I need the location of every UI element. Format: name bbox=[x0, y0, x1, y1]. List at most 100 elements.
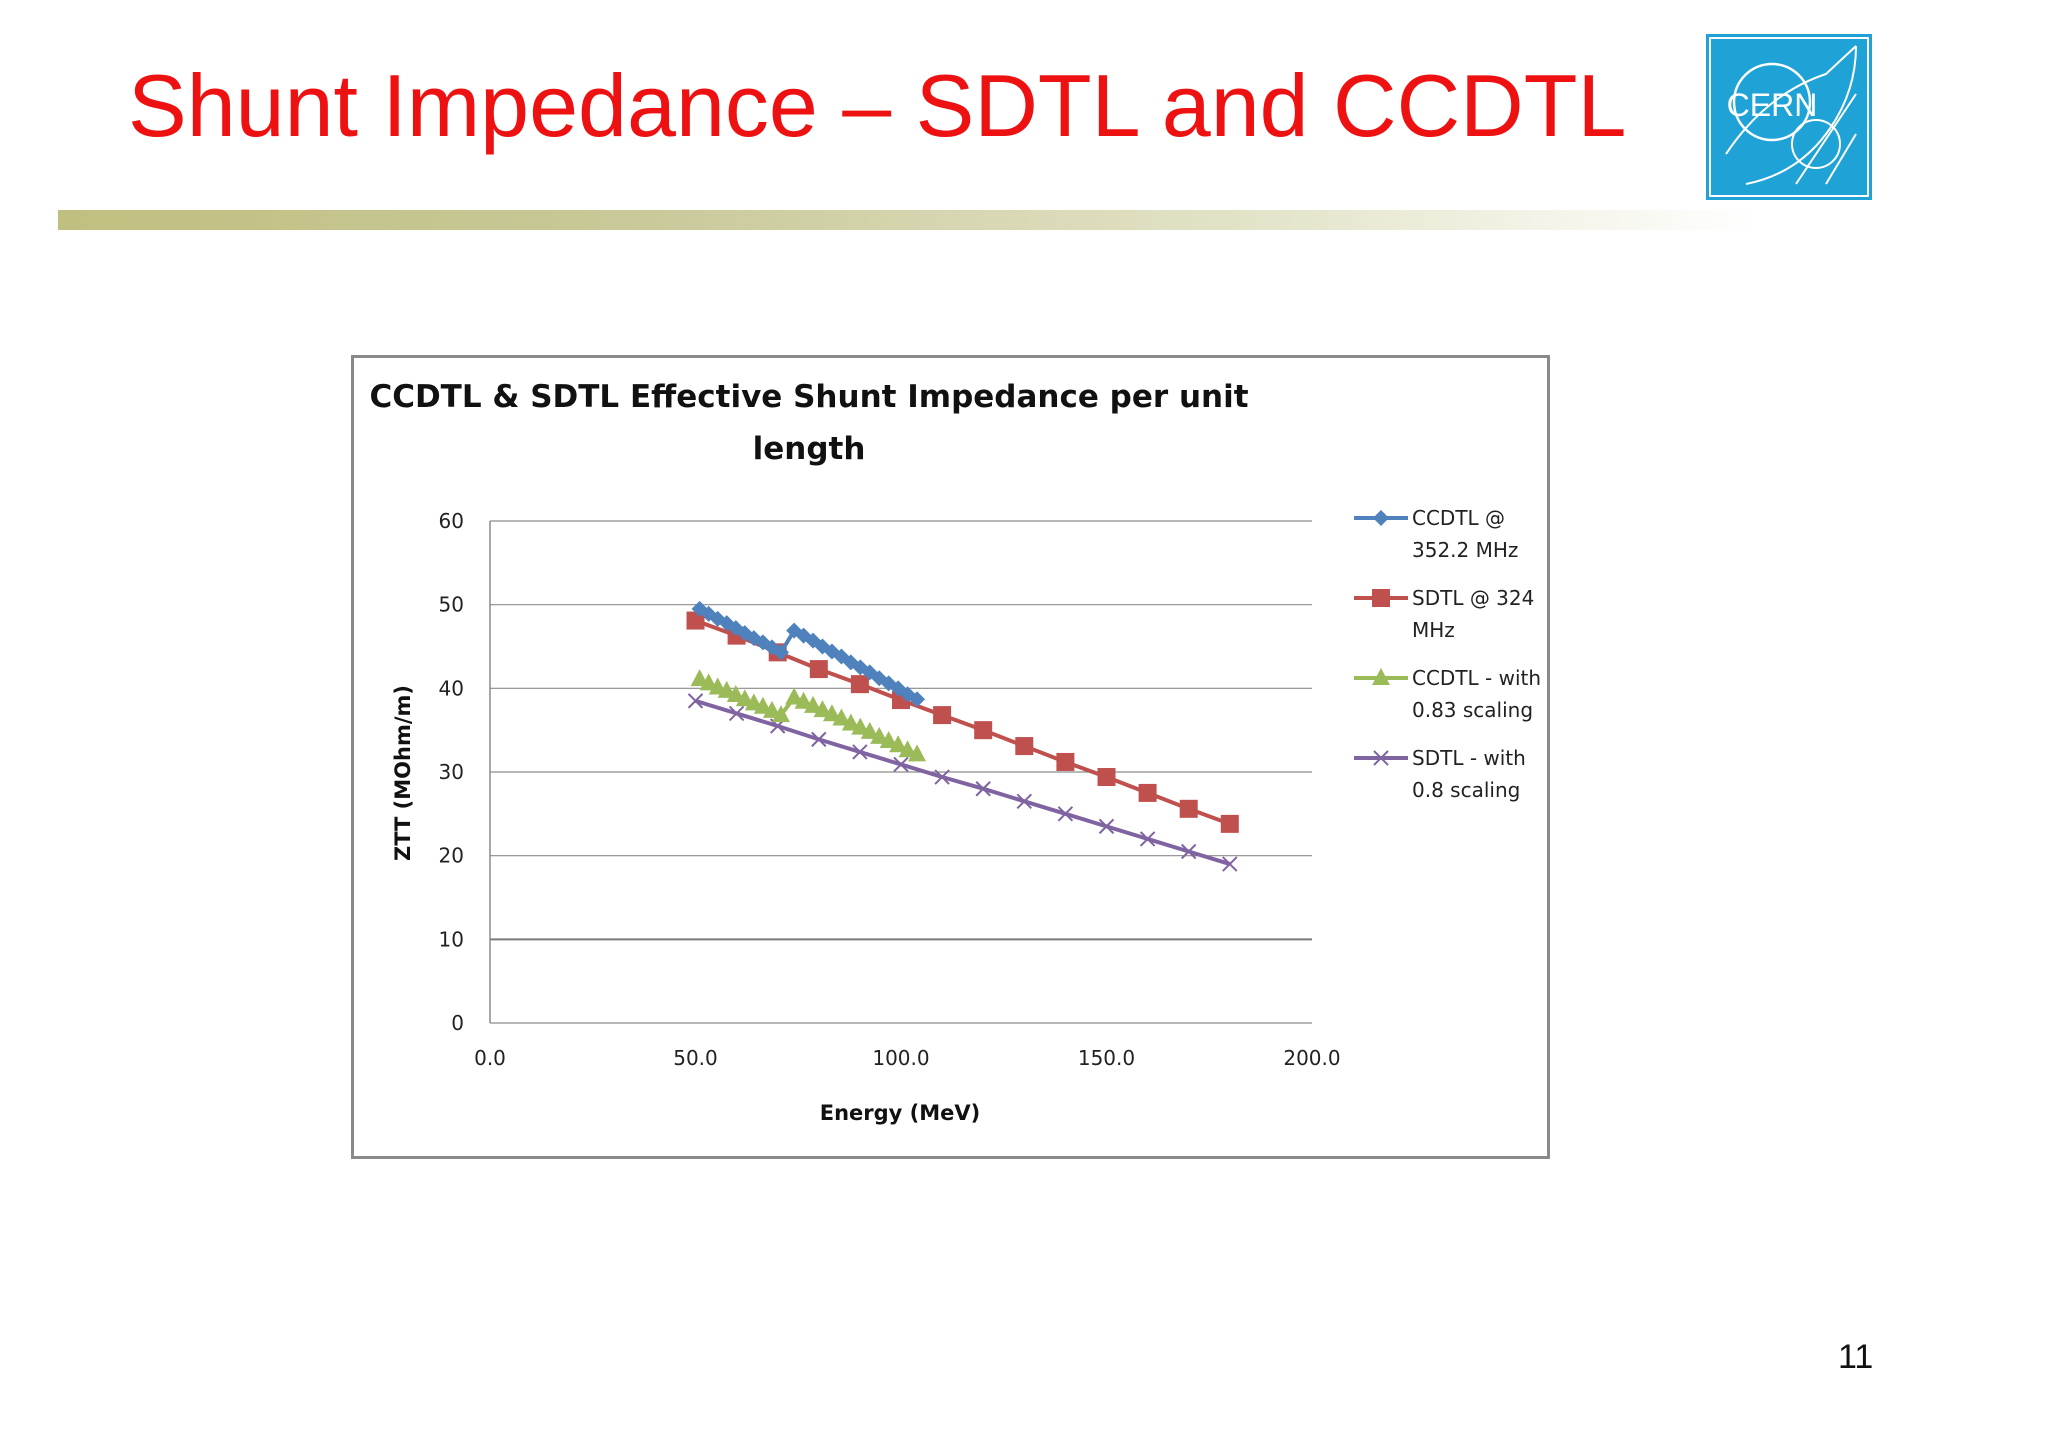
data-point-diamond bbox=[842, 654, 859, 671]
data-point-triangle bbox=[898, 740, 917, 758]
data-point-x bbox=[687, 693, 704, 709]
x-tick-label: 0.0 bbox=[474, 1046, 506, 1070]
data-point-triangle bbox=[908, 744, 927, 762]
data-point-triangle bbox=[841, 713, 860, 731]
data-point-diamond bbox=[890, 680, 907, 697]
data-point-triangle bbox=[771, 705, 790, 723]
cern-logo-text: CERN bbox=[1727, 87, 1818, 123]
data-point-triangle bbox=[870, 726, 889, 744]
data-point-x bbox=[1222, 856, 1238, 872]
data-point-square bbox=[1220, 814, 1239, 833]
data-point-triangle bbox=[753, 696, 772, 714]
data-point-x bbox=[852, 744, 868, 760]
slide-title: Shunt Impedance – SDTL and CCDTL bbox=[128, 56, 1627, 155]
legend-label: SDTL @ 324 bbox=[1412, 586, 1534, 610]
data-point-square bbox=[1056, 752, 1075, 771]
data-point-x bbox=[811, 731, 827, 748]
cern-logo: CERN bbox=[1706, 34, 1872, 200]
title-underline-bar bbox=[58, 210, 1758, 230]
data-point-x bbox=[1057, 806, 1074, 822]
data-point-square bbox=[1372, 589, 1390, 607]
data-point-square bbox=[1138, 783, 1157, 802]
data-point-diamond bbox=[772, 644, 789, 661]
series-line bbox=[694, 698, 1231, 866]
data-point-square bbox=[1015, 737, 1034, 756]
y-axis-label: ZTT (MOhm/m) bbox=[391, 685, 415, 861]
x-tick-label: 50.0 bbox=[673, 1046, 718, 1070]
data-point-x bbox=[893, 756, 909, 773]
data-point-square bbox=[1097, 768, 1116, 787]
data-point-square bbox=[850, 675, 869, 694]
data-point-x bbox=[1016, 793, 1033, 809]
data-point-diamond bbox=[823, 643, 840, 660]
legend-entry: SDTL - with 0.8 scaling bbox=[1354, 746, 1526, 802]
data-point-diamond bbox=[880, 675, 897, 692]
data-point-diamond bbox=[1373, 510, 1389, 526]
data-point-x bbox=[1098, 818, 1115, 835]
data-point-square bbox=[1179, 799, 1198, 818]
shunt-impedance-chart: CCDTL & SDTL Effective Shunt Impedance p… bbox=[369, 379, 1541, 1125]
y-tick-label: 40 bbox=[439, 676, 464, 700]
data-point-x bbox=[1139, 831, 1156, 847]
legend: CCDTL @ 352.2 MHz SDTL @ 324 MHz CCDTL - wit… bbox=[1354, 506, 1541, 802]
legend-label-continued: 0.8 scaling bbox=[1412, 778, 1520, 802]
y-tick-label: 30 bbox=[439, 760, 464, 784]
data-point-square bbox=[809, 660, 828, 679]
data-point-diamond bbox=[814, 638, 831, 655]
data-point-triangle bbox=[726, 685, 745, 703]
data-point-triangle bbox=[822, 704, 841, 722]
data-point-triangle bbox=[860, 721, 879, 739]
series-0 bbox=[691, 600, 926, 708]
y-tick-label: 50 bbox=[439, 593, 464, 617]
x-tick-label: 100.0 bbox=[872, 1046, 929, 1070]
legend-label-continued: MHz bbox=[1412, 618, 1455, 642]
y-tick-label: 0 bbox=[451, 1011, 464, 1035]
data-point-x bbox=[728, 705, 745, 722]
series-2 bbox=[690, 669, 927, 762]
data-point-diamond bbox=[909, 691, 926, 708]
data-point-triangle bbox=[1372, 668, 1390, 685]
data-point-triangle bbox=[889, 735, 908, 753]
data-point-triangle bbox=[804, 695, 823, 713]
legend-entry: SDTL @ 324 MHz bbox=[1354, 586, 1534, 642]
data-point-triangle bbox=[762, 700, 781, 718]
data-point-triangle bbox=[832, 708, 851, 726]
chart-title: CCDTL & SDTL Effective Shunt Impedance p… bbox=[369, 379, 1248, 415]
data-point-triangle bbox=[851, 717, 870, 735]
data-point-triangle bbox=[785, 687, 804, 705]
data-point-x bbox=[1373, 750, 1389, 766]
y-tick-label: 60 bbox=[439, 509, 464, 533]
data-point-square bbox=[933, 706, 952, 725]
legend-label: CCDTL @ bbox=[1412, 506, 1505, 530]
data-point-diamond bbox=[763, 639, 780, 656]
data-point-triangle bbox=[794, 691, 813, 709]
data-point-x bbox=[975, 781, 991, 797]
chart-frame: CCDTL & SDTL Effective Shunt Impedance p… bbox=[351, 355, 1550, 1159]
series-3 bbox=[687, 693, 1238, 872]
chart-title-continued: length bbox=[753, 431, 866, 467]
data-point-square bbox=[974, 721, 993, 740]
y-tick-label: 10 bbox=[439, 927, 464, 951]
y-tick-label: 20 bbox=[439, 844, 464, 868]
series-layer bbox=[686, 600, 1239, 872]
legend-label: CCDTL - with bbox=[1412, 666, 1541, 690]
data-point-triangle bbox=[879, 731, 898, 749]
legend-label: SDTL - with bbox=[1412, 746, 1526, 770]
x-tick-label: 200.0 bbox=[1283, 1046, 1340, 1070]
legend-entry: CCDTL - with 0.83 scaling bbox=[1354, 666, 1541, 722]
data-point-triangle bbox=[735, 689, 754, 707]
axes: 0 10 20 30 40 50 60 0.0 50.0 100.0 150.0 200.0 bbox=[439, 509, 1341, 1070]
data-point-triangle bbox=[690, 669, 709, 687]
gridlines bbox=[490, 520, 1312, 1024]
data-point-x bbox=[1180, 843, 1197, 860]
legend-entry: CCDTL @ 352.2 MHz bbox=[1354, 506, 1518, 562]
data-point-triangle bbox=[699, 673, 718, 691]
x-tick-label: 150.0 bbox=[1078, 1046, 1135, 1070]
data-point-diamond bbox=[833, 648, 850, 665]
page-number: 11 bbox=[1838, 1338, 1874, 1376]
data-point-triangle bbox=[717, 680, 736, 698]
x-axis-label: Energy (MeV) bbox=[820, 1101, 981, 1125]
legend-label-continued: 0.83 scaling bbox=[1412, 698, 1533, 722]
data-point-x bbox=[934, 769, 950, 785]
data-point-triangle bbox=[813, 700, 832, 718]
